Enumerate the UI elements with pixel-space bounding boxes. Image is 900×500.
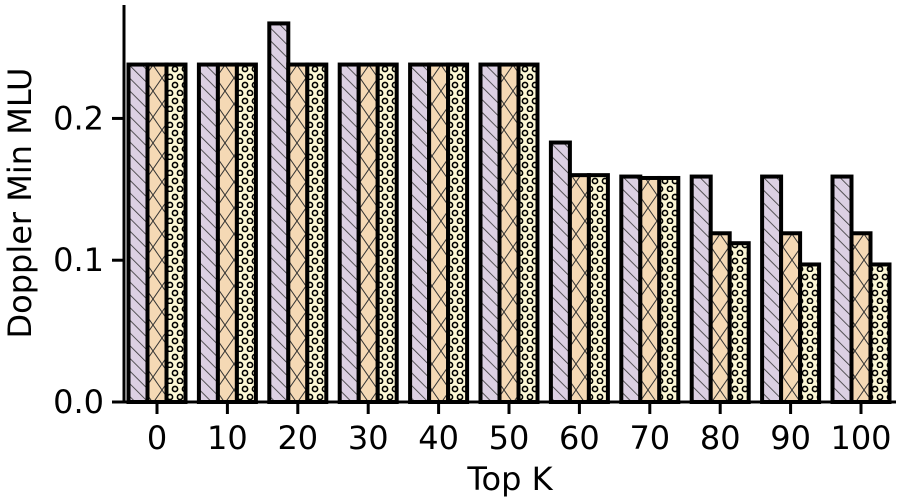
x-tick-label: 50 [489,419,530,457]
bar-hatch-s0-20 [267,21,291,405]
bar-hatch-s0-40 [408,62,432,405]
x-tick-label: 60 [559,419,600,457]
bar-hatch-s2-100 [868,262,892,405]
bar-hatch-s1-30 [356,62,380,405]
x-axis-label: Top K [466,460,553,498]
y-ticks: 0.0 0.1 0.2 [53,99,124,421]
bar-hatch-s1-50 [497,62,521,405]
bar-hatch-s0-90 [760,174,784,404]
bar-hatch-s0-80 [689,174,713,404]
bar-hatch-s1-100 [849,231,873,404]
x-tick-label: 80 [700,419,741,457]
bar-hatch-s2-50 [516,62,540,405]
bars-group [126,21,892,405]
bar-hatch-s2-60 [586,173,610,404]
bar-hatch-s2-0 [164,62,188,405]
bar-hatch-s1-20 [286,62,310,405]
bar-hatch-s0-30 [337,62,361,405]
bar-hatch-s1-0 [145,62,169,405]
y-tick-label: 0.1 [53,241,104,279]
bar-hatch-s0-50 [478,62,502,405]
bar-hatch-s2-10 [234,62,258,405]
y-tick-label: 0.0 [53,383,104,421]
x-tick-label: 20 [277,419,318,457]
bar-hatch-s1-70 [638,175,662,404]
bar-hatch-s0-70 [619,174,643,404]
bar-hatch-s0-60 [548,140,572,405]
bar-hatch-s2-30 [375,62,399,405]
x-tick-label: 100 [830,419,891,457]
x-ticks: 0 10 20 30 40 50 60 70 80 90 100 [147,402,892,457]
x-tick-label: 10 [207,419,248,457]
bar-hatch-s2-70 [657,175,681,404]
y-tick-label: 0.2 [53,99,104,137]
bar-hatch-s0-10 [196,62,220,405]
x-tick-label: 90 [770,419,811,457]
x-tick-label: 0 [147,419,167,457]
bar-hatch-s1-80 [708,231,732,404]
bar-hatch-s1-90 [779,231,803,404]
bar-hatch-s0-0 [126,62,150,405]
x-tick-label: 40 [418,419,459,457]
bar-hatch-s1-10 [215,62,239,405]
x-tick-label: 30 [348,419,389,457]
bar-hatch-s2-80 [727,241,751,404]
bar-hatch-s1-40 [427,62,451,405]
bar-hatch-s0-100 [830,174,854,404]
bar-hatch-s1-60 [567,173,591,404]
bar-hatch-s2-90 [798,262,822,405]
y-axis-label: Doppler Min MLU [1,68,39,339]
x-tick-label: 70 [629,419,670,457]
bar-hatch-s2-40 [446,62,470,405]
bar-hatch-s2-20 [305,62,329,405]
